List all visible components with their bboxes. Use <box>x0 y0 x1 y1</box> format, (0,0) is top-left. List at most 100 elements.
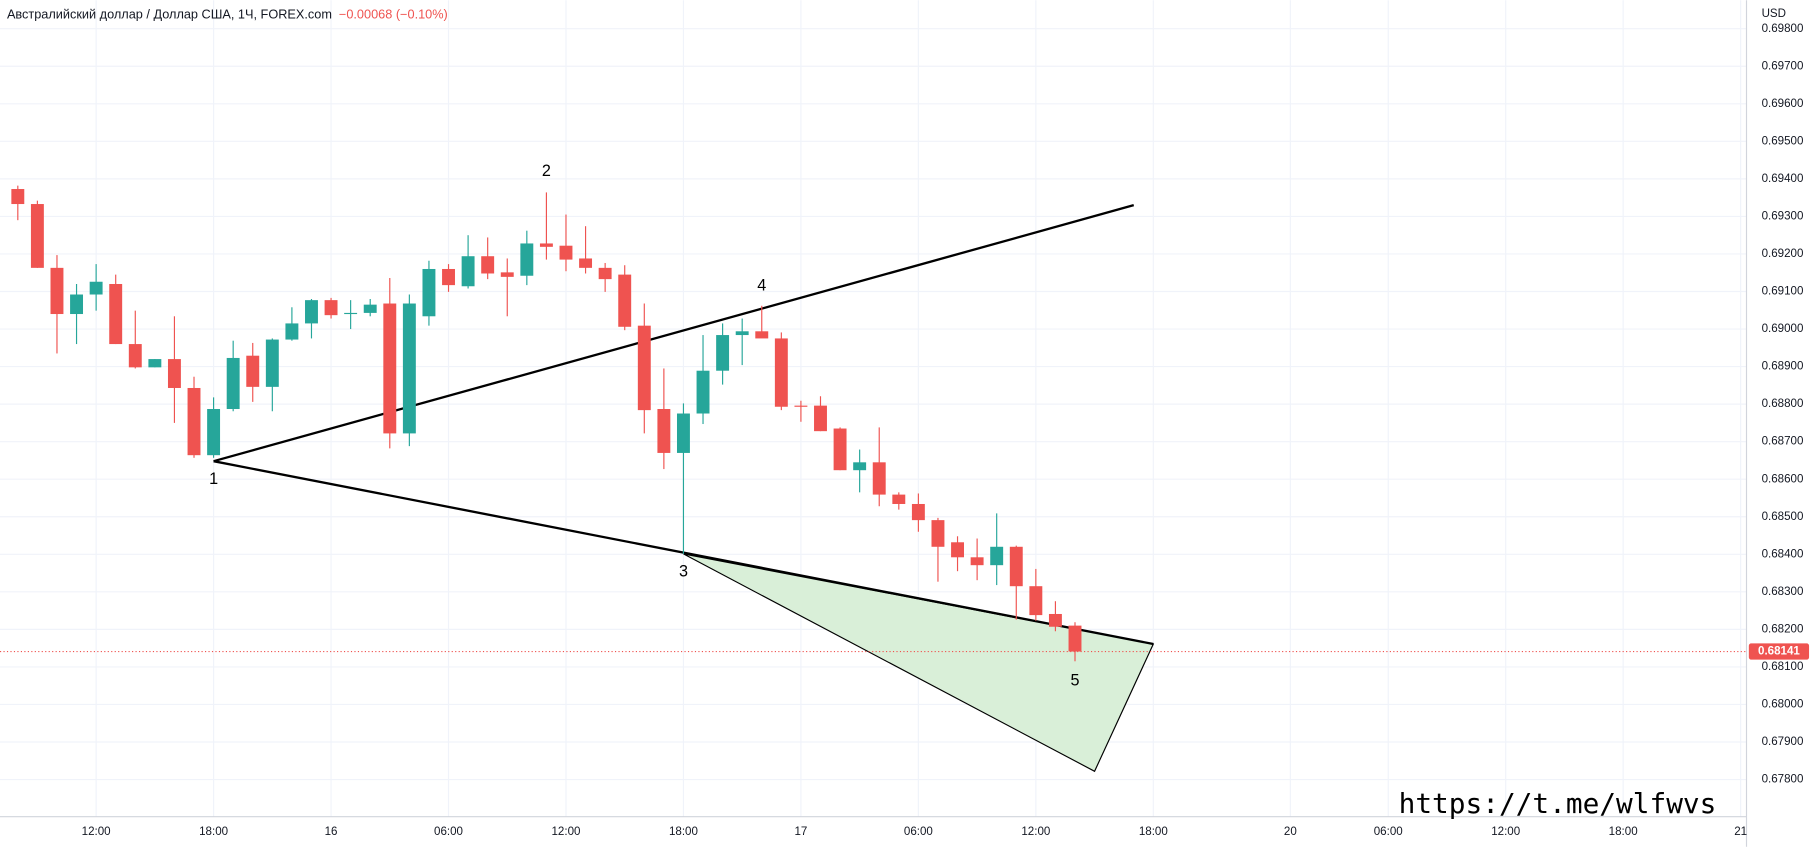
currency: USD <box>1762 8 1786 20</box>
trend-line <box>213 204 1135 463</box>
candle-body <box>344 312 358 315</box>
candle-body <box>109 283 123 345</box>
candle-body <box>872 462 886 495</box>
x-tick-label: 21 <box>1734 826 1747 838</box>
candle-body <box>951 542 964 558</box>
candle-body <box>598 267 612 280</box>
candle-body <box>30 204 44 268</box>
candle-body <box>1068 625 1082 652</box>
x-tick-label: 18:00 <box>199 826 228 838</box>
candle-body <box>618 274 632 327</box>
candle-body <box>285 323 299 340</box>
y-tick-label: 0.69100 <box>1762 286 1804 298</box>
wave-label: 3 <box>679 563 688 581</box>
x-tick-label: 18:00 <box>669 826 698 838</box>
x-tick-label: 17 <box>794 826 807 838</box>
candle-body <box>128 344 142 368</box>
axes: 0.67800 0.67900 0.68000 0.68100 0.68200 0.683… <box>0 23 1810 838</box>
y-tick-label: 0.69000 <box>1762 323 1804 335</box>
candle-body <box>696 370 710 414</box>
candle-body <box>1048 613 1062 627</box>
grid <box>0 0 1747 817</box>
candle-body <box>833 428 847 471</box>
candles <box>11 185 1082 662</box>
y-tick-label: 0.68300 <box>1762 586 1804 598</box>
candle-body <box>579 258 593 268</box>
x-tick-label: 12:00 <box>1021 826 1050 838</box>
y-tick-label: 0.69500 <box>1762 135 1804 147</box>
candle-body <box>167 359 181 388</box>
wave-label: 1 <box>209 470 218 488</box>
candle-body <box>970 557 984 566</box>
last-price-label: 0.68141 <box>1758 646 1800 658</box>
wave-label: 4 <box>757 277 766 295</box>
y-tick-label: 0.68100 <box>1762 661 1804 673</box>
candle-body <box>676 413 690 453</box>
candle-body <box>539 243 553 247</box>
candle-body <box>911 503 925 521</box>
x-tick-label: 06:00 <box>434 826 463 838</box>
candle-body <box>265 339 279 387</box>
x-tick-label: 12:00 <box>1491 826 1520 838</box>
wave-label: 5 <box>1070 671 1079 689</box>
candle-body <box>716 335 730 371</box>
candle-body <box>794 405 808 407</box>
y-tick-label: 0.69600 <box>1762 98 1804 110</box>
last-price-box <box>1748 643 1810 660</box>
candle-body <box>305 300 318 324</box>
candle-body <box>892 494 906 504</box>
candle-body <box>148 359 162 368</box>
chart-title: Австралийский доллар / Доллар США, 1Ч, F… <box>7 7 332 22</box>
candle-body <box>89 281 103 295</box>
x-tick-label: 06:00 <box>904 826 933 838</box>
candle-body <box>520 243 534 276</box>
x-tick-label: 06:00 <box>1374 826 1403 838</box>
candle-body <box>324 300 338 316</box>
candle-body <box>637 325 651 411</box>
watermark: https://t.me/wlfwvs <box>1399 787 1717 820</box>
y-tick-label: 0.68500 <box>1762 511 1804 523</box>
candle-body <box>774 338 788 407</box>
candle-body <box>1029 586 1043 616</box>
y-tick-label: 0.68600 <box>1762 473 1804 485</box>
candle-body <box>422 268 436 317</box>
candle-body <box>814 405 827 432</box>
x-tick-label: 12:00 <box>551 826 580 838</box>
y-tick-label: 0.69800 <box>1762 23 1804 35</box>
y-tick-label: 0.68200 <box>1762 623 1804 635</box>
candle-body <box>442 268 455 286</box>
x-tick-label: 12:00 <box>82 826 111 838</box>
candle-body <box>187 387 201 456</box>
candle-body <box>500 272 514 277</box>
candle-body <box>931 520 945 547</box>
x-tick-label: 18:00 <box>1609 826 1638 838</box>
y-tick-label: 0.68000 <box>1762 699 1804 711</box>
candle-body <box>461 256 475 287</box>
candle-body <box>11 189 25 205</box>
candle-body <box>1009 546 1023 587</box>
candle-body <box>50 267 64 315</box>
candle-body <box>735 331 749 336</box>
candle-body <box>990 546 1004 566</box>
price-change: −0.00068 (−0.10%) <box>339 7 448 22</box>
y-tick-label: 0.69200 <box>1762 248 1804 260</box>
y-tick-label: 0.67900 <box>1762 736 1804 748</box>
y-tick-label: 0.69300 <box>1762 210 1804 222</box>
y-tick-label: 0.69700 <box>1762 60 1804 72</box>
x-tick-label: 20 <box>1284 826 1297 838</box>
candle-body <box>70 294 84 315</box>
candle-body <box>246 355 260 387</box>
y-tick-label: 0.68800 <box>1762 398 1804 410</box>
y-tick-label: 0.68900 <box>1762 361 1804 373</box>
candle-body <box>207 409 221 456</box>
candle-body <box>363 304 377 313</box>
y-tick-label: 0.69400 <box>1762 173 1804 185</box>
candle-body <box>481 256 495 274</box>
candle-body <box>383 303 397 434</box>
candle-body <box>402 303 416 434</box>
candle-body <box>657 409 671 453</box>
candle-body <box>226 357 240 410</box>
